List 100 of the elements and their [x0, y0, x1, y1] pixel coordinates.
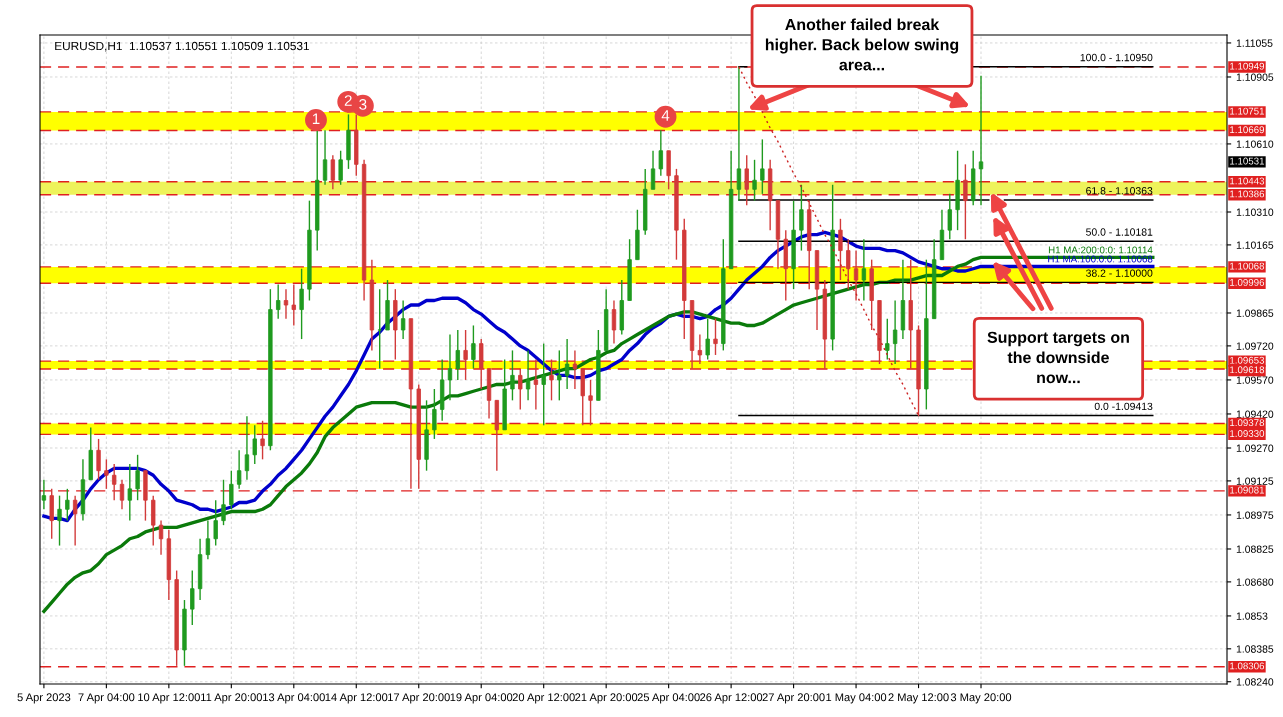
- candlestick: [236, 449, 242, 490]
- annotation: 3: [359, 99, 367, 110]
- x-tick-label: 20 Apr 12:00: [512, 693, 575, 704]
- candlestick: [838, 218, 843, 281]
- candlestick: [455, 329, 460, 381]
- x-tick-label: 13 Apr 04:00: [263, 693, 325, 704]
- x-tick-label: 10 Apr 12:00: [138, 693, 200, 704]
- candlestick: [190, 569, 195, 626]
- y-tick-label: 1.10310: [1236, 208, 1274, 216]
- candlestick: [213, 499, 218, 547]
- candlestick: [518, 367, 523, 411]
- candlestick: [57, 494, 62, 547]
- candlestick: [658, 129, 664, 177]
- series-label: H1 MA:100:0:0: 1.10068: [1048, 255, 1153, 263]
- x-tick-label: 21 Apr 20:00: [575, 693, 638, 704]
- annotation: Support targets on the downside now...: [987, 331, 1129, 384]
- y-tick-label: 1.09570: [1236, 376, 1274, 384]
- annotation: 1: [312, 113, 320, 124]
- candlestick: [338, 150, 343, 186]
- candlestick: [525, 349, 531, 402]
- y-tick-label: 1.10905: [1236, 73, 1274, 81]
- y-tick-label: 1.08385: [1236, 645, 1274, 653]
- candlestick: [892, 299, 898, 365]
- candlestick: [713, 317, 718, 356]
- candlestick: [760, 138, 765, 195]
- x-tick-label: 14 Apr 12:00: [325, 693, 388, 704]
- series-label: 0.0 -1.09413: [1094, 402, 1153, 411]
- series-label: 50.0 - 1.10181: [1086, 228, 1153, 236]
- x-tick-label: 27 Apr 20:00: [762, 693, 825, 704]
- x-tick-label: 17 Apr 20:00: [388, 693, 450, 704]
- candlestick: [588, 379, 593, 427]
- candlestick: [283, 288, 289, 320]
- candlestick: [205, 519, 211, 560]
- candlestick: [96, 438, 101, 481]
- x-tick-label: 11 Apr 20:00: [201, 693, 262, 704]
- series-label: 61.8 - 1.10363: [1086, 187, 1153, 195]
- candlestick: [799, 184, 804, 252]
- candlestick: [861, 238, 867, 302]
- candlestick: [252, 424, 257, 465]
- ref-line-label: 1.10751: [1230, 107, 1265, 115]
- candlestick: [104, 458, 109, 490]
- candlestick: [463, 329, 468, 381]
- candlestick: [260, 420, 265, 461]
- candlestick: [978, 75, 984, 206]
- y-tick-label: 1.09720: [1236, 342, 1274, 350]
- candlestick: [564, 338, 570, 390]
- x-tick-label: 5 Apr 2023: [17, 693, 71, 704]
- x-tick-label: 1 May 04:00: [826, 693, 887, 704]
- annotation: Another failed break higher. Back below swing area...: [765, 18, 959, 71]
- candlestick: [112, 463, 117, 501]
- candlestick: [744, 154, 749, 206]
- ref-line-label: 1.10068: [1230, 262, 1265, 270]
- candlestick: [291, 283, 296, 327]
- candlestick: [158, 519, 164, 556]
- y-tick-label: 1.11055: [1236, 39, 1273, 47]
- candlestick: [752, 159, 757, 202]
- ref-line-label: 1.09378: [1230, 419, 1265, 427]
- candlestick: [432, 388, 437, 440]
- candlestick: [705, 317, 710, 361]
- candlestick: [400, 299, 406, 340]
- ref-line-label: 1.09653: [1230, 356, 1265, 364]
- y-tick-label: 1.09865: [1236, 309, 1274, 317]
- ref-line-label: 1.10949: [1230, 62, 1265, 70]
- ref-line-label: 1.09996: [1230, 278, 1265, 286]
- candlestick: [221, 479, 226, 526]
- ref-line-label: 1.10443: [1230, 177, 1265, 185]
- candlestick: [41, 479, 47, 510]
- series-label: H1 MA:200:0:0: 1.10114: [1048, 246, 1153, 254]
- candlestick: [533, 358, 539, 411]
- candlestick: [229, 469, 234, 510]
- candlestick: [244, 415, 250, 481]
- candlestick: [963, 163, 968, 240]
- candlestick: [541, 342, 546, 427]
- candlestick: [650, 150, 656, 191]
- series-label: 38.2 - 1.10000: [1086, 269, 1153, 277]
- candlestick: [853, 249, 859, 302]
- text: 1.10531: [1230, 157, 1265, 165]
- candlestick: [119, 479, 125, 510]
- ref-line-label: 1.08306: [1230, 662, 1265, 670]
- y-tick-label: 1.10165: [1236, 241, 1274, 249]
- ref-line-label: 1.09081: [1230, 486, 1265, 494]
- annotation: 2: [344, 95, 352, 106]
- line-series: [42, 255, 1155, 614]
- y-tick-label: 1.09270: [1236, 444, 1274, 452]
- candlestick: [276, 283, 281, 320]
- ref-line-label: 1.10669: [1230, 126, 1265, 134]
- x-tick-label: 2 May 12:00: [888, 693, 949, 704]
- ref-line-label: 1.09618: [1230, 366, 1265, 374]
- y-tick-label: 1.08975: [1236, 511, 1274, 519]
- candlestick: [557, 349, 562, 402]
- candlestick: [471, 324, 476, 370]
- y-tick-label: 1.09125: [1236, 477, 1274, 485]
- candlestick: [572, 349, 578, 390]
- candlestick: [846, 238, 851, 290]
- x-tick-label: 25 Apr 04:00: [637, 693, 700, 704]
- y-tick-label: 1.08825: [1236, 545, 1274, 553]
- ref-line-label: 1.09330: [1230, 430, 1265, 437]
- candlestick: [611, 299, 617, 345]
- x-tick-label: 3 May 20:00: [950, 693, 1012, 704]
- candlestick: [299, 268, 304, 340]
